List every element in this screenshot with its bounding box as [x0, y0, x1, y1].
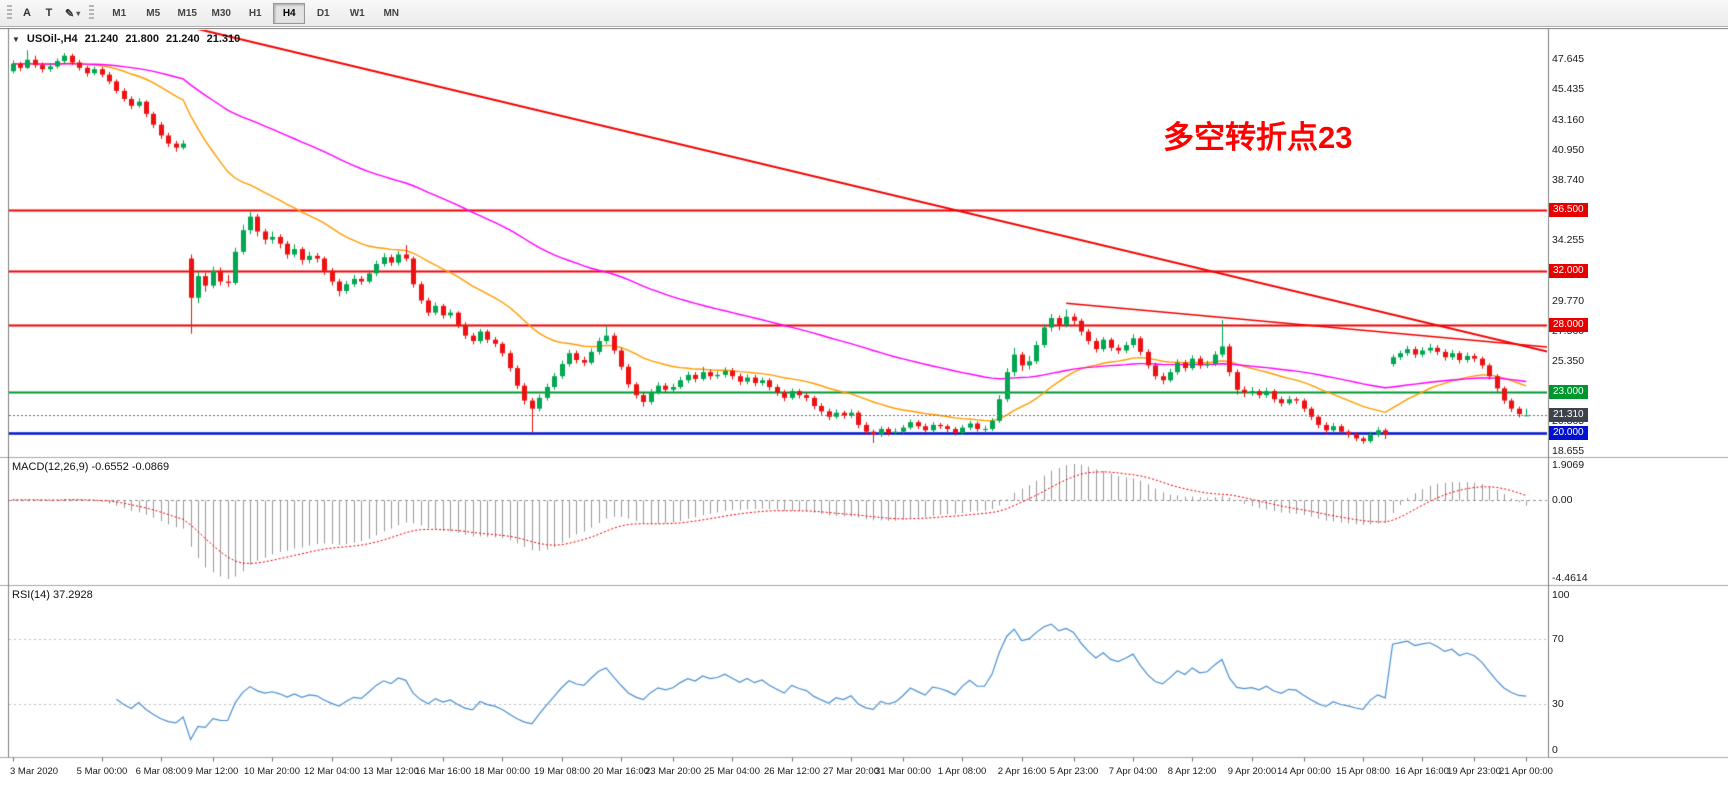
type-tool-button[interactable]: T: [39, 4, 59, 23]
date-axis-label: 2 Apr 16:00: [997, 766, 1047, 777]
rsi-axis-label: 30: [1552, 697, 1564, 710]
date-axis-label: 23 Mar 20:00: [645, 766, 701, 777]
symbol-dropdown-icon[interactable]: ▼: [12, 34, 20, 44]
timeframe-button-m30[interactable]: M30: [211, 7, 231, 19]
date-axis-label: 3 Mar 2020: [10, 766, 59, 777]
date-axis-label: 31 Mar 00:00: [875, 766, 931, 777]
price-axis-label: 29.770: [1552, 294, 1585, 307]
symbol-label: USOil-,H4: [26, 33, 78, 45]
date-axis-label: 12 Mar 04:00: [304, 766, 360, 777]
date-axis-label: 14 Apr 00:00: [1277, 766, 1331, 777]
date-axis-label: 16 Mar 16:00: [415, 766, 471, 777]
macd-axis-label: -4.4614: [1552, 572, 1588, 584]
toolbar-gripper-icon[interactable]: [89, 5, 95, 21]
timeframe-button-m15[interactable]: M15: [177, 7, 197, 19]
date-axis-label: 9 Apr 20:00: [1227, 766, 1277, 777]
date-axis-label: 19 Mar 08:00: [534, 766, 590, 777]
date-axis-label: 25 Mar 04:00: [704, 766, 760, 777]
date-axis-label: 16 Apr 16:00: [1395, 766, 1449, 777]
rsi-axis-label: 100: [1552, 589, 1570, 601]
ohlc-close: 21.310: [206, 33, 241, 45]
price-badge: 28.000: [1549, 317, 1588, 332]
date-axis-label: 6 Mar 08:00: [135, 766, 187, 777]
timeframe-button-h1[interactable]: H1: [248, 7, 262, 19]
price-axis-label: 34.255: [1552, 234, 1585, 247]
timeframe-button-m5[interactable]: M5: [146, 7, 161, 19]
price-axis-label: 38.740: [1552, 173, 1585, 186]
toolbar: A T ✎ ▾ M1 M5 M15 M30 H1 H4 D1 W1 MN: [0, 0, 1728, 27]
chart-annotation-text[interactable]: 多空转折点23: [1163, 120, 1353, 155]
price-badge: 23.000: [1549, 385, 1588, 400]
date-axis-label: 5 Apr 23:00: [1049, 766, 1099, 777]
price-axis-label: 47.645: [1552, 53, 1585, 66]
timeframe-button-w1[interactable]: W1: [349, 7, 365, 19]
date-axis-label: 10 Mar 20:00: [244, 766, 300, 777]
caret-down-icon: ▾: [76, 8, 81, 18]
date-axis-label: 13 Mar 12:00: [363, 766, 419, 777]
price-axis-label: 40.950: [1552, 143, 1585, 156]
brush-icon: ✎: [65, 7, 75, 20]
ohlc-low: 21.240: [165, 33, 200, 45]
text-tool-button[interactable]: A: [17, 4, 37, 23]
draw-tool-button[interactable]: ✎ ▾: [61, 4, 84, 23]
date-axis-label: 7 Apr 04:00: [1108, 766, 1158, 777]
price-axis-label: 18.655: [1552, 445, 1585, 458]
price-chart-canvas[interactable]: [0, 28, 1728, 792]
price-badge: 20.000: [1549, 426, 1588, 440]
rsi-axis-label: 70: [1552, 633, 1564, 646]
price-badge: 36.500: [1549, 202, 1588, 217]
price-badge: 32.000: [1549, 263, 1588, 278]
date-axis-label: 19 Apr 23:00: [1447, 766, 1501, 777]
date-axis-label: 15 Apr 08:00: [1336, 766, 1390, 777]
timeframe-button-mn[interactable]: MN: [383, 7, 400, 19]
rsi-indicator-label: RSI(14) 37.2928: [12, 589, 93, 601]
date-axis-label: 5 Mar 00:00: [76, 766, 128, 777]
timeframe-button-d1[interactable]: D1: [316, 7, 330, 19]
date-axis-label: 8 Apr 12:00: [1167, 766, 1217, 777]
price-axis-label: 43.160: [1552, 113, 1585, 126]
date-axis-label: 9 Mar 12:00: [187, 766, 239, 777]
ohlc-high: 21.800: [125, 33, 159, 45]
date-axis-label: 20 Mar 16:00: [593, 766, 649, 777]
date-axis-label: 18 Mar 00:00: [474, 766, 530, 777]
chart-header: ▼ USOil-,H4 21.240 21.800 21.240 21.310: [12, 33, 240, 45]
timeframe-button-h4[interactable]: H4: [273, 2, 306, 24]
date-axis-label: 1 Apr 08:00: [937, 766, 987, 777]
macd-indicator-label: MACD(12,26,9) -0.6552 -0.0869: [12, 461, 170, 473]
date-axis-label: 21 Apr 00:00: [1499, 766, 1553, 777]
timeframe-group: M1 M5 M15 M30 H1 H4 D1 W1 MN: [102, 2, 408, 24]
timeframe-button-m1[interactable]: M1: [112, 7, 127, 19]
ohlc-open: 21.240: [84, 33, 119, 45]
price-axis-label: 45.435: [1552, 83, 1585, 96]
macd-axis-label: 1.9069: [1552, 459, 1585, 471]
rsi-axis-label: 0: [1552, 744, 1558, 756]
date-axis-label: 27 Mar 20:00: [823, 766, 879, 777]
price-badge: 21.310: [1549, 408, 1588, 423]
date-axis-label: 26 Mar 12:00: [764, 766, 820, 777]
toolbar-gripper-icon[interactable]: [7, 5, 12, 21]
price-axis-label: 25.350: [1552, 354, 1585, 367]
macd-axis-label: 0.00: [1552, 493, 1573, 506]
